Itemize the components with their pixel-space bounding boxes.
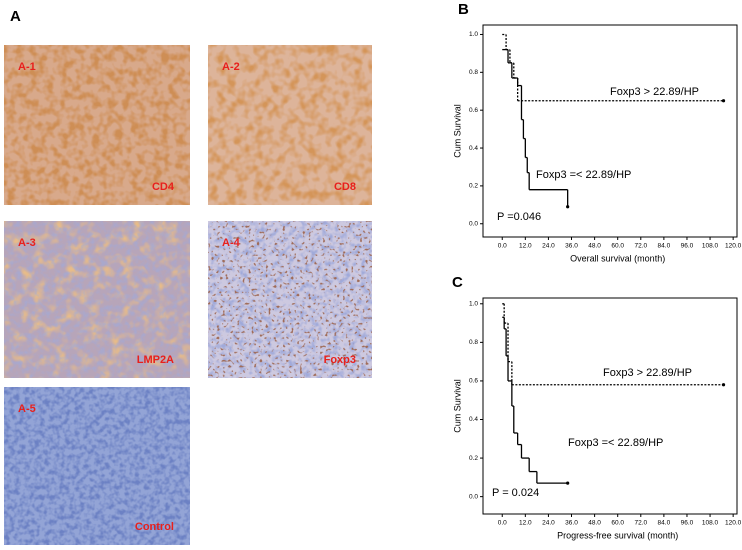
km-end (721, 99, 726, 103)
y-axis-label: Cum Survival (452, 379, 462, 433)
image-marker: CD4 (152, 181, 175, 193)
x-tick-label: 120.0 (725, 243, 742, 250)
x-tick-label: 60.0 (611, 243, 624, 250)
y-tick-label: 0.4 (469, 416, 478, 423)
x-tick-label: 60.0 (611, 520, 624, 527)
image-id: A-4 (222, 237, 241, 249)
x-axis-label: Progress-free survival (month) (557, 530, 678, 540)
image-marker: CD8 (334, 181, 356, 193)
x-tick-label: 0.0 (498, 243, 507, 250)
x-tick-label: 48.0 (588, 520, 601, 527)
x-axis-label: Overall survival (month) (570, 253, 665, 263)
x-tick-label: 96.0 (681, 520, 694, 527)
micrograph-a1 (4, 45, 190, 205)
curve-label: Foxp3 =< 22.89/HP (568, 437, 663, 449)
curve-label: Foxp3 > 22.89/HP (603, 367, 692, 379)
x-tick-label: 24.0 (542, 243, 555, 250)
y-tick-label: 0.0 (469, 493, 478, 500)
y-tick-label: 0.2 (469, 183, 478, 190)
y-tick-label: 1.0 (469, 31, 478, 38)
micrograph-a4 (208, 221, 372, 378)
y-tick-label: 0.8 (469, 69, 478, 76)
y-tick-label: 0.8 (469, 339, 478, 346)
x-tick-label: 24.0 (542, 520, 555, 527)
curve-label: Foxp3 =< 22.89/HP (536, 169, 631, 181)
plot-frame (482, 24, 738, 238)
x-tick-label: 36.0 (565, 243, 578, 250)
x-tick-label: 48.0 (588, 243, 601, 250)
image-id: A-2 (222, 61, 240, 73)
x-tick-label: 72.0 (634, 520, 647, 527)
y-tick-label: 0.6 (469, 107, 478, 114)
x-tick-label: 120.0 (725, 520, 742, 527)
image-marker: Control (135, 521, 174, 533)
x-tick-label: 84.0 (658, 520, 671, 527)
x-tick-label: 36.0 (565, 520, 578, 527)
image-id: A-5 (18, 403, 36, 415)
y-tick-label: 0.6 (469, 378, 478, 385)
micrograph-a3 (4, 221, 190, 378)
x-tick-label: 0.0 (498, 520, 507, 527)
km-end (566, 205, 570, 209)
km-end (721, 383, 726, 387)
x-tick-label: 72.0 (634, 243, 647, 250)
x-tick-label: 12.0 (519, 520, 532, 527)
x-tick-label: 96.0 (681, 243, 694, 250)
panel-label: B (458, 1, 469, 18)
km-end (566, 481, 570, 485)
image-marker: LMP2A (137, 354, 174, 366)
y-tick-label: 0.2 (469, 455, 478, 462)
y-tick-label: 0.0 (469, 220, 478, 227)
curve-label: Foxp3 > 22.89/HP (610, 86, 699, 98)
image-marker: Foxp3 (324, 354, 356, 366)
plot-frame (482, 297, 738, 515)
panel-label: A (10, 8, 21, 25)
y-axis-label: Cum Survival (452, 104, 462, 158)
panel-label: C (452, 274, 463, 291)
micrograph-a2 (208, 45, 372, 205)
micrograph-a5 (4, 387, 190, 545)
y-tick-label: 1.0 (469, 301, 478, 308)
p-value: P = 0.024 (492, 487, 539, 499)
x-tick-label: 84.0 (658, 243, 671, 250)
p-value: P =0.046 (497, 211, 541, 223)
y-tick-label: 0.4 (469, 145, 478, 152)
image-id: A-1 (18, 61, 36, 73)
image-id: A-3 (18, 237, 36, 249)
x-tick-label: 108.0 (702, 243, 719, 250)
x-tick-label: 108.0 (702, 520, 719, 527)
x-tick-label: 12.0 (519, 243, 532, 250)
